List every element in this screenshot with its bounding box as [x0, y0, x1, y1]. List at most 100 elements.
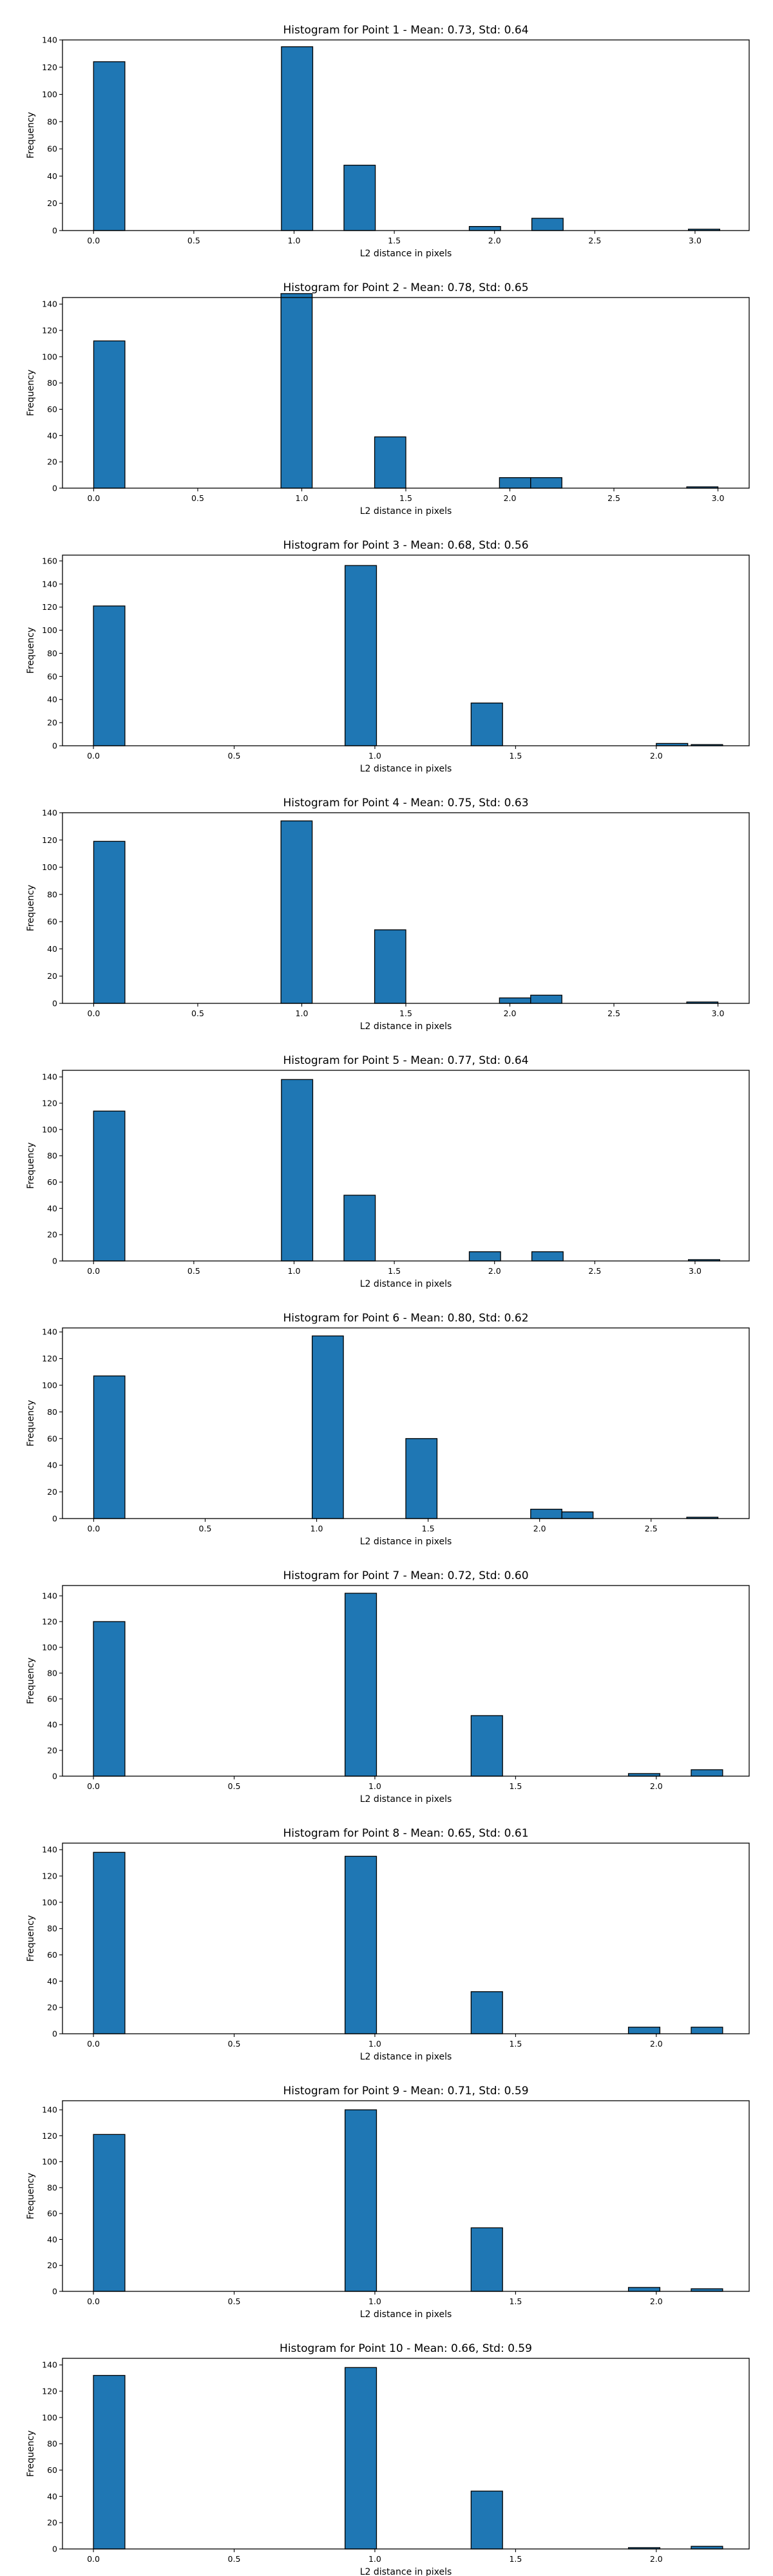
x-tick-label: 2.0 — [533, 1524, 546, 1533]
x-axis-label: L2 distance in pixels — [360, 764, 452, 774]
y-tick-label: 120 — [42, 62, 57, 72]
x-tick-label: 0.0 — [87, 2297, 100, 2306]
histogram-panel-6: Histogram for Point 6 - Mean: 0.80, Std:… — [26, 1312, 750, 1547]
x-tick-label: 2.5 — [588, 236, 601, 245]
y-tick-label: 0 — [52, 2029, 57, 2039]
y-tick-label: 60 — [47, 2465, 57, 2475]
histogram-bar — [468, 1251, 501, 1262]
x-tick-label: 0.5 — [228, 2039, 241, 2049]
histogram-panel-9: Histogram for Point 9 - Mean: 0.71, Std:… — [26, 2085, 750, 2320]
x-tick-label: 1.0 — [368, 2554, 381, 2564]
y-tick-label: 80 — [47, 1407, 57, 1417]
y-tick-label: 20 — [47, 718, 57, 728]
y-tick-label: 60 — [47, 672, 57, 681]
x-tick-label: 1.5 — [399, 493, 412, 503]
y-axis-label: Frequency — [26, 112, 36, 158]
y-tick-label: 140 — [42, 299, 57, 309]
x-tick-label: 2.0 — [650, 2554, 663, 2564]
histogram-bar — [470, 1991, 503, 2034]
y-tick-label: 60 — [47, 1694, 57, 1704]
y-tick-label: 40 — [47, 2492, 57, 2501]
histogram-panel-7: Histogram for Point 7 - Mean: 0.72, Std:… — [26, 1569, 750, 1804]
y-tick-label: 20 — [47, 198, 57, 208]
y-axis-label: Frequency — [26, 1142, 36, 1189]
histogram-bar — [93, 1375, 126, 1519]
y-tick-label: 100 — [42, 1124, 57, 1134]
histogram-bar — [93, 605, 126, 746]
histogram-bar — [530, 477, 562, 489]
chart-title: Histogram for Point 1 - Mean: 0.73, Std:… — [283, 24, 528, 37]
y-tick-label: 20 — [47, 2518, 57, 2528]
y-tick-label: 60 — [47, 2209, 57, 2219]
y-tick-label: 140 — [42, 579, 57, 589]
x-tick-label: 1.5 — [509, 2039, 522, 2049]
y-tick-label: 20 — [47, 2260, 57, 2270]
y-tick-label: 20 — [47, 971, 57, 981]
y-tick-label: 140 — [42, 2360, 57, 2370]
y-tick-label: 140 — [42, 35, 57, 45]
y-tick-label: 160 — [42, 556, 57, 565]
y-axis-label: Frequency — [26, 2173, 36, 2219]
x-tick-label: 3.0 — [712, 493, 725, 503]
histogram-bar — [93, 2134, 126, 2292]
chart-title: Histogram for Point 4 - Mean: 0.75, Std:… — [283, 797, 528, 810]
x-tick-label: 1.0 — [368, 751, 381, 761]
y-tick-label: 20 — [47, 2003, 57, 2012]
histogram-bar — [627, 2027, 661, 2034]
x-tick-label: 3.0 — [689, 236, 701, 245]
y-tick-label: 100 — [42, 862, 57, 872]
histogram-bar — [343, 164, 376, 231]
x-tick-label: 0.5 — [199, 1524, 212, 1533]
x-tick-label: 0.0 — [87, 236, 100, 245]
histogram-bar — [627, 2287, 661, 2292]
y-tick-label: 0 — [52, 1772, 57, 1781]
histogram-bar — [281, 1079, 314, 1262]
x-tick-label: 1.0 — [288, 1266, 301, 1276]
y-tick-label: 100 — [42, 1897, 57, 1907]
x-tick-label: 1.5 — [388, 236, 401, 245]
histogram-panel-8: Histogram for Point 8 - Mean: 0.65, Std:… — [26, 1827, 750, 2062]
y-tick-label: 100 — [42, 90, 57, 99]
y-tick-label: 80 — [47, 2439, 57, 2448]
x-tick-label: 0.5 — [228, 2297, 241, 2306]
y-tick-label: 0 — [52, 2544, 57, 2554]
x-tick-label: 1.0 — [296, 1009, 309, 1018]
x-tick-label: 0.0 — [87, 751, 100, 761]
y-tick-label: 60 — [47, 1177, 57, 1187]
y-tick-label: 140 — [42, 1845, 57, 1855]
histogram-bar — [470, 2490, 503, 2550]
y-tick-label: 0 — [52, 1256, 57, 1266]
x-tick-label: 2.0 — [488, 236, 501, 245]
y-tick-label: 80 — [47, 1669, 57, 1678]
x-tick-label: 2.0 — [504, 1009, 517, 1018]
plot-frame — [62, 1327, 750, 1519]
y-tick-label: 140 — [42, 1072, 57, 1082]
x-tick-label: 1.0 — [368, 2297, 381, 2306]
y-tick-label: 120 — [42, 1871, 57, 1881]
x-tick-label: 2.5 — [588, 1266, 601, 1276]
y-tick-label: 80 — [47, 2183, 57, 2192]
x-tick-label: 2.0 — [650, 751, 663, 761]
x-tick-label: 0.0 — [88, 1524, 100, 1533]
y-tick-label: 40 — [47, 1461, 57, 1470]
x-tick-label: 1.5 — [509, 2297, 522, 2306]
x-tick-label: 1.5 — [509, 1781, 522, 1791]
histogram-bar — [344, 1855, 377, 2034]
histogram-bar — [344, 1593, 377, 1777]
x-tick-label: 0.5 — [228, 1781, 241, 1791]
x-tick-label: 1.5 — [388, 1266, 401, 1276]
histogram-bar — [530, 1508, 562, 1519]
x-tick-label: 2.0 — [650, 1781, 663, 1791]
x-tick-label: 2.0 — [504, 493, 517, 503]
y-tick-label: 0 — [52, 484, 57, 493]
histogram-bar — [93, 840, 126, 1004]
x-axis-label: L2 distance in pixels — [360, 1794, 452, 1804]
plot-frame — [62, 1842, 750, 2034]
histogram-bar — [499, 477, 531, 489]
histogram-panel-5: Histogram for Point 5 - Mean: 0.77, Std:… — [26, 1054, 750, 1289]
x-tick-label: 1.5 — [422, 1524, 435, 1533]
y-tick-label: 120 — [42, 2387, 57, 2396]
x-axis-label: L2 distance in pixels — [360, 249, 452, 259]
histogram-bar — [93, 61, 126, 231]
y-tick-label: 20 — [47, 1230, 57, 1240]
